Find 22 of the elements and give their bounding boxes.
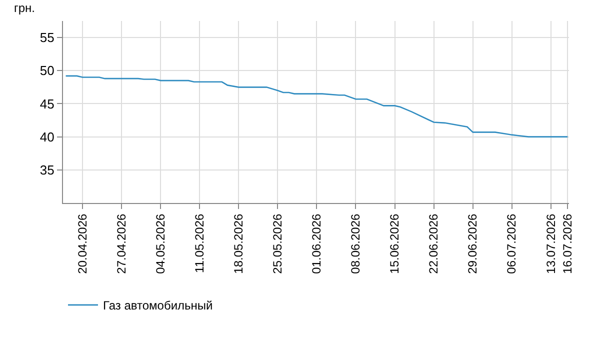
y-tick-label: 45 [40,96,54,112]
x-tick-label: 08.06.2026 [348,213,363,274]
x-tick-label: 27.04.2026 [114,213,128,274]
x-tick-label: 25.05.2026 [270,213,285,274]
x-tick-label: 06.07.2026 [504,213,519,274]
y-tick-label: 50 [40,63,54,78]
legend-label: Газ автомобильный [103,298,213,313]
x-tick-label: 15.06.2026 [388,213,402,274]
y-tick-label: 40 [40,129,54,144]
x-tick-label: 22.06.2026 [426,213,441,274]
y-tick-label: 55 [40,30,54,46]
x-tick-label: 16.07.2026 [560,213,575,274]
x-tick-label: 01.06.2026 [310,213,324,274]
x-tick-label: 29.06.2026 [466,213,480,274]
line-series [65,75,568,138]
x-tick-label: 11.05.2026 [192,213,207,273]
x-tick-label: 18.05.2026 [232,213,246,274]
y-axis-title: грн. [14,1,36,15]
y-tick-label: 35 [40,162,54,178]
x-tick-label: 04.05.2026 [153,213,168,274]
x-tick-label: 13.07.2026 [544,213,558,274]
x-tick-label: 20.04.2026 [75,213,90,274]
